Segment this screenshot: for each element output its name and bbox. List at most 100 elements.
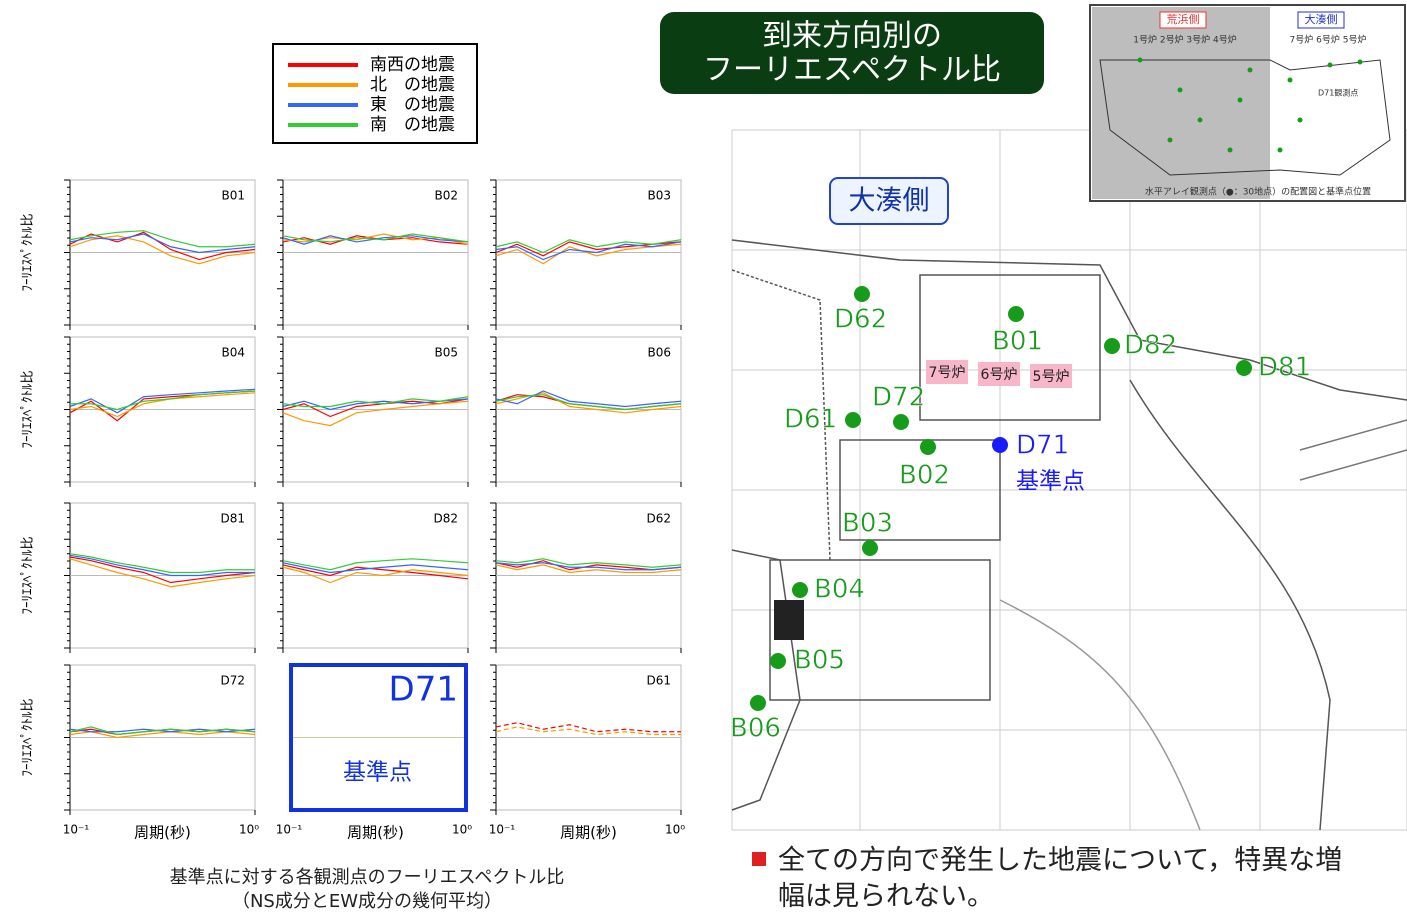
spectrum-line <box>282 558 469 571</box>
panel-label: D82 <box>433 512 458 526</box>
inset-caption: 水平アレイ観測点（●：30地点）の配置図と基準点位置 <box>1145 186 1371 198</box>
legend-label: 東 の地震 <box>370 95 455 115</box>
spectrum-line <box>282 396 469 408</box>
spectrum-line <box>495 392 682 414</box>
spectrum-line <box>69 558 256 588</box>
map <box>731 129 1407 831</box>
station <box>845 412 861 428</box>
legend-label: 南西の地震 <box>370 55 455 75</box>
panel-label: B02 <box>434 189 458 203</box>
station <box>1104 338 1120 354</box>
panel-label: D61 <box>646 674 671 688</box>
spectrum-line <box>69 731 256 739</box>
spectrum-line <box>69 392 256 418</box>
bullet <box>752 852 766 866</box>
x-axis-label: 周期(秒) <box>347 824 404 842</box>
spectrum-line <box>282 235 469 245</box>
station-label: B06 <box>730 714 781 744</box>
spectrum-line <box>70 390 256 411</box>
station <box>770 653 786 669</box>
x-tick-label: 10⁰ <box>665 823 685 837</box>
y-axis-label: ﾌｰﾘｴｽﾍﾟｸﾄﾙ比 <box>21 370 36 448</box>
x-tick-label: 10⁻¹ <box>63 823 90 837</box>
x-tick-label: 10⁰ <box>239 823 259 837</box>
spectrum-line <box>282 566 469 584</box>
station-label: D71 <box>1016 431 1069 461</box>
title: 到来方向別の <box>762 19 942 54</box>
inset-station-dot <box>1227 147 1233 153</box>
reactor-label: 7号炉 <box>929 365 966 381</box>
inset-station-dot <box>1177 87 1183 93</box>
inset-station-dot <box>1287 77 1293 83</box>
inset-units: 1号炉 2号炉 3号炉 4号炉 <box>1133 34 1237 46</box>
station-label: D81 <box>1258 353 1311 383</box>
panel-label: D81 <box>220 512 245 526</box>
spectrum-line <box>495 241 682 257</box>
note: 全ての方向で発生した地震について，特異な増幅は見られない。 <box>778 845 1342 912</box>
panel-label: B03 <box>647 189 671 203</box>
spectrum-line <box>69 556 256 584</box>
x-axis-label: 周期(秒) <box>134 824 191 842</box>
spectrum-line <box>495 726 681 736</box>
inset-station-dot <box>1297 117 1303 123</box>
inset-station-dot <box>1237 97 1243 103</box>
caption: （NS成分とEW成分の幾何平均） <box>232 891 502 912</box>
panel-label: D72 <box>220 674 245 688</box>
inset-side: 大湊側 <box>1305 12 1338 26</box>
spectrum-line <box>495 394 682 411</box>
spectrum-line <box>495 390 682 408</box>
inset-station-dot <box>1247 67 1253 73</box>
spectrum-line <box>282 398 469 418</box>
spectrum-line <box>495 241 682 261</box>
station <box>750 695 766 711</box>
inset-station-dot <box>1137 57 1143 63</box>
y-axis-label: ﾌｰﾘｴｽﾍﾟｸﾄﾙ比 <box>21 698 36 776</box>
panel-label: B06 <box>647 346 671 360</box>
station-label: B04 <box>814 575 865 605</box>
spectrum-line <box>69 233 256 254</box>
reactor-label: 6号炉 <box>981 367 1018 383</box>
inset-units: 7号炉 6号炉 5号炉 <box>1290 34 1367 46</box>
station <box>792 582 808 598</box>
spectrum-line <box>495 239 682 254</box>
y-axis-label: ﾌｰﾘｴｽﾍﾟｸﾄﾙ比 <box>21 536 36 614</box>
station-label: D62 <box>834 305 887 335</box>
caption: 基準点に対する各観測点のフーリエスペクトル比 <box>170 867 565 888</box>
station <box>862 540 878 556</box>
station-label: B02 <box>899 461 950 491</box>
spectrum-line <box>69 726 256 736</box>
station-label: B01 <box>992 327 1043 357</box>
x-tick-label: 10⁻¹ <box>489 823 516 837</box>
inset-map <box>1089 4 1406 202</box>
reference-point-label: 基準点 <box>1016 469 1085 495</box>
reference-label: D71 <box>389 670 458 710</box>
station-label: D61 <box>784 405 837 435</box>
station <box>854 286 870 302</box>
reference-text: 基準点 <box>343 760 412 786</box>
panel-label: D62 <box>646 512 671 526</box>
inset-side: 荒浜側 <box>1167 13 1200 26</box>
station <box>1008 306 1024 322</box>
station-label: D72 <box>872 383 925 413</box>
x-tick-label: 10⁰ <box>452 823 472 837</box>
panel-label: B01 <box>221 189 245 203</box>
x-axis-label: 周期(秒) <box>560 824 617 842</box>
station <box>893 414 909 430</box>
station <box>920 439 936 455</box>
spectrum-line <box>282 562 469 574</box>
spectrum-line <box>282 233 469 243</box>
title: フーリエスペクトル比 <box>703 53 1001 88</box>
reactor-label: 5号炉 <box>1033 369 1070 385</box>
inset-station-dot <box>1327 62 1333 68</box>
inset-station-dot <box>1167 137 1173 143</box>
spectrum-line <box>69 388 256 414</box>
spectrum-line <box>282 235 469 245</box>
spectrum-line <box>282 400 469 427</box>
spectrum-line <box>69 235 256 265</box>
legend-label: 北 の地震 <box>370 75 455 95</box>
inset-station-dot <box>1277 147 1283 153</box>
station-label: B03 <box>842 509 893 539</box>
spectrum-line <box>495 558 682 568</box>
station <box>1236 360 1252 376</box>
